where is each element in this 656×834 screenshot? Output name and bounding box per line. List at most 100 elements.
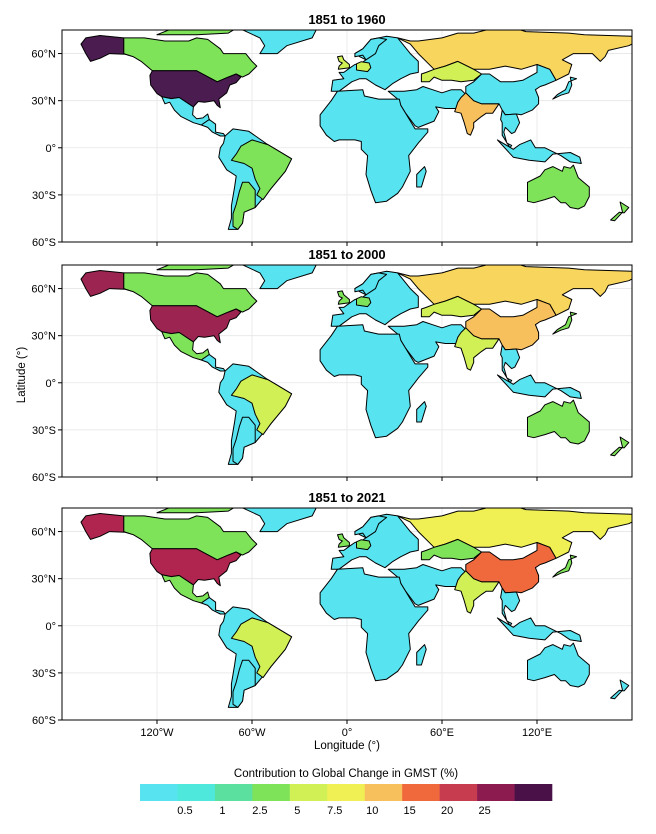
region-new-zealand bbox=[610, 679, 630, 700]
region-china bbox=[465, 299, 557, 351]
region-indonesia bbox=[496, 617, 582, 642]
lat-tick-label: 30°S bbox=[32, 425, 56, 437]
region-canada-arctic bbox=[156, 30, 235, 36]
region-canada bbox=[123, 515, 258, 561]
region-japan bbox=[552, 554, 578, 578]
lon-tick-label: 60°E bbox=[430, 727, 454, 739]
lat-tick-label: 60°S bbox=[32, 472, 56, 484]
lon-tick-label: 120°W bbox=[140, 727, 174, 739]
color-legend: Contribution to Global Change in GMST (%… bbox=[140, 768, 553, 817]
region-central-america bbox=[200, 354, 226, 372]
region-usa bbox=[149, 70, 242, 109]
region-canada bbox=[123, 272, 258, 318]
lat-tick-label: 30°S bbox=[32, 190, 56, 202]
region-greenland bbox=[241, 508, 317, 533]
region-canada bbox=[123, 37, 258, 83]
region-japan bbox=[552, 311, 578, 335]
region-mexico bbox=[161, 331, 210, 361]
map-panel-2: 1851 to 2000 60°N 30°N 0° 30°S 60°S bbox=[31, 247, 633, 484]
region-mexico bbox=[161, 574, 210, 604]
map-panel-1: 1851 to 1960 60°N 30°N 0° 30°S 60°S bbox=[31, 12, 633, 249]
legend-swatch bbox=[289, 784, 328, 801]
region-africa bbox=[319, 567, 429, 682]
region-madagascar bbox=[416, 401, 427, 423]
region-usa bbox=[149, 305, 242, 344]
legend-swatch bbox=[439, 784, 478, 801]
region-scandinavia bbox=[354, 515, 388, 539]
legend-swatch bbox=[364, 784, 403, 801]
region-india bbox=[454, 327, 500, 371]
legend-swatch bbox=[140, 784, 178, 801]
region-scandinavia bbox=[354, 37, 388, 61]
region-canada-arctic bbox=[156, 508, 235, 514]
region-argentina bbox=[232, 659, 256, 708]
region-india bbox=[454, 570, 500, 614]
region-germany bbox=[356, 61, 372, 73]
region-scandinavia bbox=[354, 272, 388, 296]
region-madagascar bbox=[416, 166, 427, 188]
legend-title: Contribution to Global Change in GMST (%… bbox=[234, 768, 458, 780]
map-panel-3: 1851 to 2021 60°N 30°N 0° 30°S 60°S 120°W 60°W 0… bbox=[31, 490, 633, 739]
region-se-asia bbox=[500, 344, 521, 384]
x-axis-label: Longitude (°) bbox=[314, 740, 380, 752]
legend-label: 1 bbox=[219, 805, 225, 817]
legend-label: 7.5 bbox=[327, 805, 342, 817]
region-china bbox=[465, 542, 557, 594]
lat-tick-label: 60°S bbox=[32, 715, 56, 727]
region-japan bbox=[552, 76, 578, 100]
lat-tick-label: 0° bbox=[45, 621, 56, 633]
land-regions bbox=[80, 265, 632, 465]
region-new-zealand bbox=[610, 201, 630, 222]
legend-swatch bbox=[514, 784, 553, 801]
region-africa bbox=[319, 89, 429, 204]
panel-title: 1851 to 2021 bbox=[308, 490, 385, 505]
panel-title: 1851 to 1960 bbox=[308, 12, 385, 27]
region-greenland bbox=[241, 265, 317, 290]
region-australia bbox=[527, 164, 590, 210]
legend-swatch bbox=[477, 784, 515, 801]
legend-swatch bbox=[177, 784, 216, 801]
region-europe bbox=[330, 35, 419, 92]
lat-tick-label: 60°N bbox=[31, 284, 56, 296]
region-china bbox=[465, 64, 557, 116]
lon-tick-label: 120°E bbox=[522, 727, 552, 739]
legend-swatch bbox=[252, 784, 291, 801]
region-central-america bbox=[200, 119, 226, 137]
legend-label: 5 bbox=[294, 805, 300, 817]
panel-title: 1851 to 2000 bbox=[308, 247, 385, 262]
region-argentina bbox=[232, 416, 256, 465]
region-germany bbox=[356, 296, 372, 308]
land-regions bbox=[80, 30, 632, 230]
region-indonesia bbox=[496, 374, 582, 399]
lon-tick-label: 60°W bbox=[238, 727, 266, 739]
region-mexico bbox=[161, 96, 210, 126]
region-brazil bbox=[230, 139, 293, 201]
region-se-asia bbox=[500, 587, 521, 627]
region-australia bbox=[527, 399, 590, 445]
lat-tick-label: 60°S bbox=[32, 237, 56, 249]
legend-label: 10 bbox=[366, 805, 378, 817]
region-uk bbox=[337, 533, 350, 548]
region-brazil bbox=[230, 374, 293, 436]
region-se-asia bbox=[500, 109, 521, 149]
region-central-america bbox=[200, 597, 226, 615]
lat-tick-label: 0° bbox=[45, 378, 56, 390]
legend-label: 20 bbox=[441, 805, 453, 817]
region-canada-arctic bbox=[156, 265, 235, 271]
lat-tick-label: 60°N bbox=[31, 49, 56, 61]
region-indonesia bbox=[496, 139, 582, 164]
region-europe bbox=[330, 513, 419, 570]
region-europe bbox=[330, 270, 419, 327]
legend-swatch bbox=[214, 784, 253, 801]
region-germany bbox=[356, 539, 372, 551]
region-argentina bbox=[232, 181, 256, 230]
legend-label: 0.5 bbox=[177, 805, 192, 817]
region-madagascar bbox=[416, 644, 427, 666]
legend-swatch bbox=[402, 784, 440, 801]
lat-tick-label: 30°N bbox=[31, 96, 56, 108]
legend-label: 15 bbox=[404, 805, 416, 817]
region-india bbox=[454, 92, 500, 136]
legend-label: 25 bbox=[478, 805, 490, 817]
